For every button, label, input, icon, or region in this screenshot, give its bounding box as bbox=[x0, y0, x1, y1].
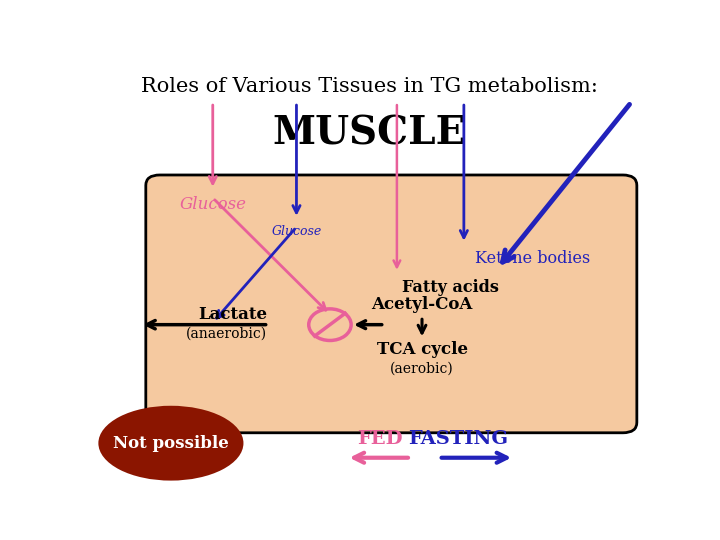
Text: FED: FED bbox=[357, 430, 403, 448]
Text: Lactate: Lactate bbox=[198, 306, 267, 322]
Text: Acetyl-CoA: Acetyl-CoA bbox=[372, 295, 473, 313]
Text: Ketone bodies: Ketone bodies bbox=[475, 250, 590, 267]
Polygon shape bbox=[193, 412, 238, 439]
Text: (anaerobic): (anaerobic) bbox=[186, 327, 267, 341]
Text: MUSCLE: MUSCLE bbox=[272, 114, 466, 153]
Text: Glucose: Glucose bbox=[271, 225, 322, 238]
Text: Glucose: Glucose bbox=[179, 196, 246, 213]
Text: Not possible: Not possible bbox=[113, 435, 229, 451]
FancyBboxPatch shape bbox=[145, 175, 637, 433]
Text: FASTING: FASTING bbox=[408, 430, 508, 448]
Text: (aerobic): (aerobic) bbox=[390, 362, 454, 376]
Text: TCA cycle: TCA cycle bbox=[377, 341, 467, 359]
Text: Roles of Various Tissues in TG metabolism:: Roles of Various Tissues in TG metabolis… bbox=[140, 77, 598, 96]
Text: Fatty acids: Fatty acids bbox=[402, 279, 500, 296]
Ellipse shape bbox=[99, 406, 243, 481]
